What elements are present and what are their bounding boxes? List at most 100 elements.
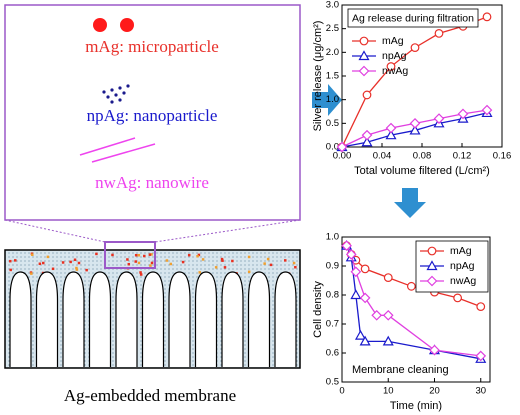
- diagram-label: mAg: microparticle: [85, 37, 219, 56]
- marker: [350, 289, 362, 300]
- silver-particle: [42, 261, 45, 265]
- silver-particle: [150, 261, 154, 265]
- plot-frame: [341, 4, 503, 148]
- silver-particle: [149, 264, 152, 267]
- silver-particle: [284, 259, 287, 262]
- silver-particle: [137, 253, 141, 257]
- silver-particle: [77, 261, 81, 265]
- silver-particle: [126, 258, 129, 261]
- silver-particle: [85, 268, 88, 272]
- x-axis-label: Total volume filtered (L/cm²): [354, 165, 490, 177]
- silver-particle: [292, 261, 296, 265]
- marker: [359, 335, 371, 346]
- legend-marker: [358, 50, 370, 61]
- marker: [350, 266, 362, 278]
- silver-particle: [223, 266, 227, 269]
- silver-particle: [150, 253, 153, 256]
- silver-particle: [214, 266, 218, 269]
- pore: [247, 271, 271, 367]
- marker: [475, 350, 487, 362]
- silver-particle: [75, 268, 79, 271]
- x-tick-label: 0: [339, 386, 344, 397]
- marker: [359, 292, 371, 304]
- legend-marker: [359, 36, 369, 46]
- silver-particle: [148, 253, 152, 256]
- x-tick-label: 0.08: [413, 151, 432, 162]
- marker: [361, 136, 373, 147]
- silver-particle: [13, 259, 17, 262]
- legend-marker: [426, 260, 438, 271]
- y-tick-label: 3.0: [326, 0, 339, 11]
- pore: [115, 271, 138, 367]
- chart-title: Ag release during filtration: [352, 12, 474, 24]
- legend-label: npAg: [382, 50, 407, 62]
- microparticle-icon: [120, 18, 134, 32]
- marker: [453, 293, 463, 303]
- y-tick-label: 1.5: [326, 71, 339, 82]
- legend-label: mAg: [450, 245, 472, 257]
- silver-particle: [294, 265, 297, 269]
- y-tick-label: 0.7: [326, 319, 339, 330]
- silver-particle: [247, 255, 251, 259]
- diagram-label: nwAg: nanowire: [95, 173, 209, 192]
- marker: [382, 335, 394, 346]
- zoom-marker: [104, 241, 156, 269]
- silver-particle: [73, 258, 77, 262]
- nanowire-icon: [79, 137, 156, 163]
- pore: [194, 271, 218, 367]
- zoom-line: [4, 219, 106, 243]
- pore: [35, 271, 59, 367]
- pore: [62, 271, 85, 367]
- silver-particle: [187, 253, 191, 257]
- marker: [457, 108, 469, 120]
- y-axis-label: Silver release (μg/cm²): [312, 21, 324, 132]
- silver-particle: [269, 263, 273, 267]
- silver-particle: [221, 259, 224, 262]
- annotation: Membrane cleaning: [352, 364, 449, 376]
- marker: [481, 104, 493, 116]
- silver-particle: [143, 254, 146, 258]
- marker: [354, 329, 367, 340]
- silver-particle: [75, 266, 78, 270]
- marker: [383, 273, 393, 283]
- marker: [386, 62, 396, 71]
- pore: [168, 271, 191, 367]
- diagram-label: npAg: nanoparticle: [87, 106, 218, 125]
- silver-particle: [220, 257, 224, 261]
- y-tick-label: 0.0: [326, 142, 339, 153]
- silver-particle: [137, 261, 141, 265]
- y-tick-label: 2.0: [326, 47, 339, 58]
- pore: [9, 271, 32, 367]
- silver-particle: [95, 252, 98, 256]
- pore: [141, 271, 165, 367]
- silver-particle: [51, 267, 55, 271]
- pore: [221, 271, 244, 367]
- marker: [409, 124, 421, 135]
- x-tick-label: 0.04: [373, 151, 392, 162]
- legend-marker: [358, 65, 370, 77]
- y-tick-label: 0.5: [326, 118, 339, 129]
- marker: [336, 141, 348, 153]
- legend-marker: [426, 275, 438, 287]
- silver-particle: [46, 255, 50, 259]
- silver-particle: [61, 261, 65, 264]
- nanoparticle-icon: [102, 84, 130, 104]
- silver-particle: [127, 262, 131, 266]
- x-tick-label: 0.12: [453, 151, 472, 162]
- y-tick-label: 2.5: [326, 23, 339, 34]
- silver-particle: [31, 253, 34, 257]
- diagram-caption: Ag-embedded membrane: [64, 386, 236, 405]
- silver-particle: [134, 260, 137, 263]
- silver-particle: [134, 253, 138, 257]
- y-tick-label: 0.5: [326, 377, 339, 388]
- marker: [406, 281, 416, 291]
- silver-particle: [266, 257, 270, 261]
- y-tick-label: 0.8: [326, 290, 339, 301]
- x-tick-label: 0.16: [493, 151, 512, 162]
- silver-particle: [231, 259, 234, 263]
- marker: [429, 344, 440, 356]
- silver-particle: [69, 260, 72, 264]
- silver-particle: [30, 272, 33, 275]
- x-axis-label: Time (min): [390, 400, 442, 412]
- marker: [341, 240, 352, 252]
